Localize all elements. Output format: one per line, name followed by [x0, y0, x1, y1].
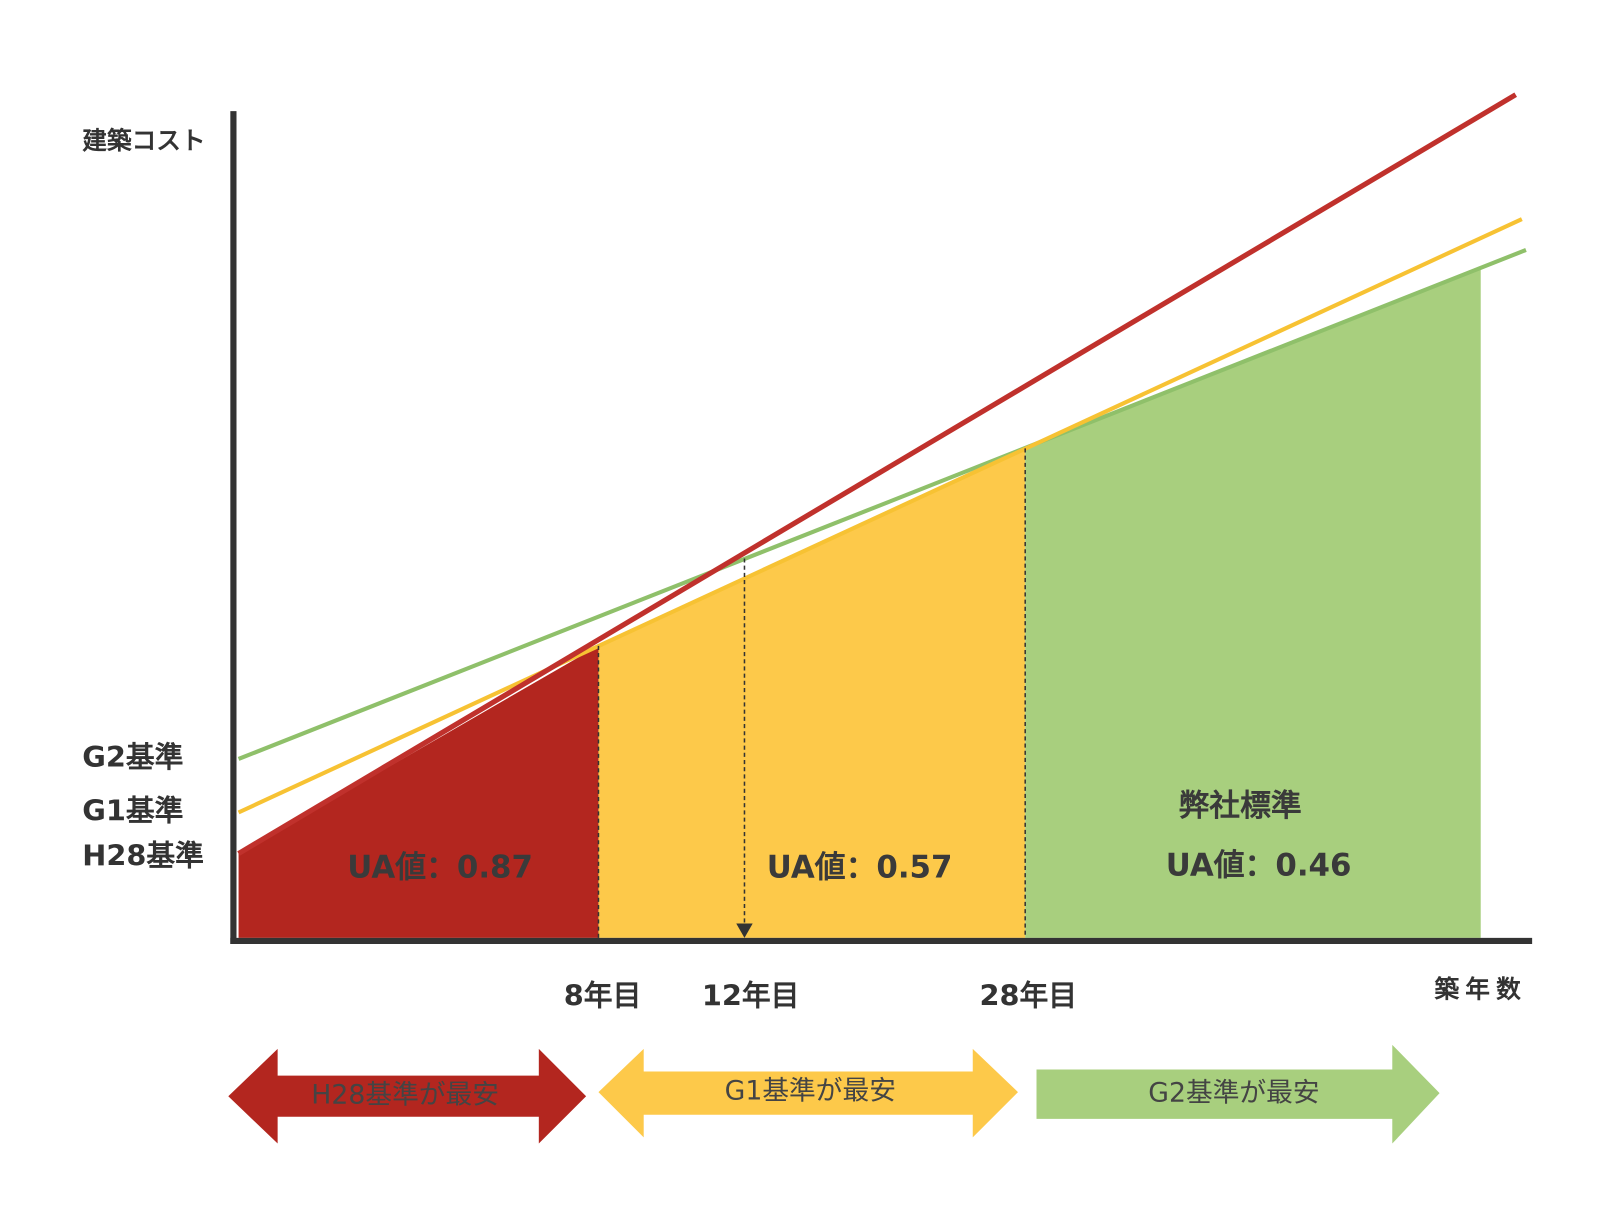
region-name: 弊社標準	[1178, 788, 1301, 824]
ua-label: UA値：0.87	[347, 849, 533, 885]
arrow-label: H28基準が最安	[311, 1080, 499, 1111]
range-arrow	[1036, 1044, 1440, 1144]
range-arrow	[598, 1048, 1018, 1138]
h28-region	[238, 645, 599, 938]
arrow-label: G2基準が最安	[1148, 1078, 1319, 1109]
x-marker-label: 28年目	[979, 979, 1077, 1013]
standard-label: G1基準	[82, 793, 183, 827]
g2-line	[237, 248, 1527, 761]
range-arrow	[228, 1048, 587, 1144]
g1-line	[237, 217, 1523, 815]
g1-region	[598, 448, 1026, 938]
x-marker-label: 8年目	[564, 979, 642, 1013]
ua-label: UA値：0.46	[1166, 847, 1352, 883]
h28-line	[237, 92, 1517, 856]
x-axis-label: 築年数	[1433, 974, 1526, 1003]
marker-arrowhead	[736, 923, 753, 938]
g2-region	[1025, 267, 1481, 938]
arrow-label: G1基準が最安	[725, 1076, 896, 1107]
x-marker-label: 12年目	[702, 979, 800, 1013]
standard-label: G2基準	[82, 740, 183, 774]
standard-label: H28基準	[82, 839, 204, 873]
y-axis-label: 建築コスト	[82, 126, 205, 155]
ua-label: UA値：0.57	[767, 849, 953, 885]
